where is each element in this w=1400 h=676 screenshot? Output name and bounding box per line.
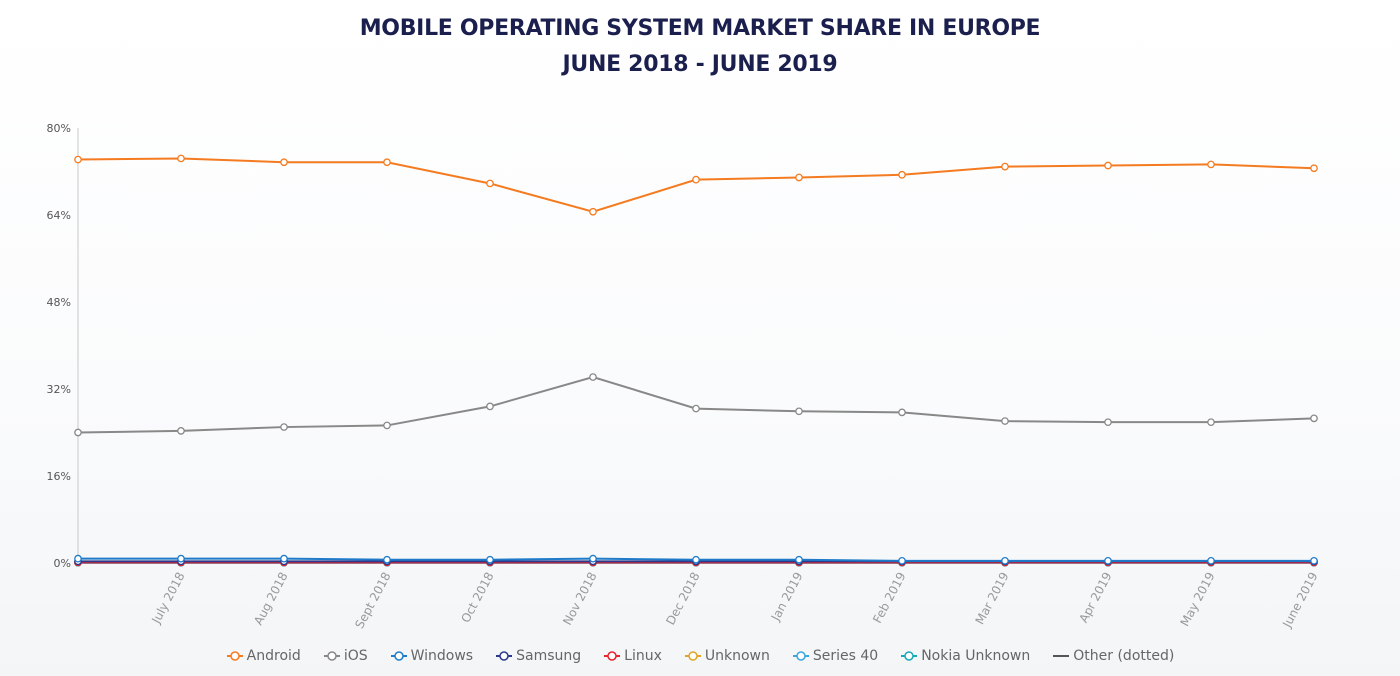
data-point-android[interactable] bbox=[589, 207, 597, 216]
data-point-ios[interactable] bbox=[589, 373, 597, 381]
y-tick-label: 0% bbox=[54, 557, 71, 570]
legend-item-samsung[interactable]: Samsung bbox=[495, 648, 581, 664]
data-point-android[interactable] bbox=[1207, 160, 1215, 169]
data-point-ios[interactable] bbox=[795, 407, 803, 416]
data-point-windows[interactable] bbox=[692, 555, 700, 564]
data-point-ios[interactable] bbox=[1001, 417, 1009, 425]
legend-label: Nokia Unknown bbox=[921, 648, 1031, 664]
legend-circle-icon bbox=[901, 651, 918, 661]
data-point-android[interactable] bbox=[898, 170, 906, 179]
data-point-android[interactable] bbox=[1001, 162, 1009, 171]
data-point-windows[interactable] bbox=[1310, 556, 1318, 565]
legend-circle-icon bbox=[496, 651, 513, 661]
legend-label: Unknown bbox=[704, 648, 770, 664]
legend-circle-icon bbox=[604, 651, 621, 661]
legend-item-other-dotted[interactable]: Other (dotted) bbox=[1052, 648, 1174, 664]
x-tick-label: Sept 2018 bbox=[352, 570, 393, 631]
legend-label: iOS bbox=[343, 648, 368, 664]
chart-subtitle: JUNE 2018 - JUNE 2019 bbox=[562, 52, 838, 77]
legend-label: Android bbox=[246, 648, 301, 664]
data-point-windows[interactable] bbox=[486, 555, 494, 564]
x-tick-label: Nov 2018 bbox=[560, 570, 599, 628]
x-axis: July 2018 Aug 2018 Sept 2018 Oct 2018 Nov 20… bbox=[149, 570, 1321, 631]
legend-label: Samsung bbox=[516, 648, 582, 664]
data-point-ios[interactable] bbox=[1207, 418, 1215, 427]
data-point-android[interactable] bbox=[1104, 161, 1112, 170]
data-point-windows[interactable] bbox=[177, 554, 185, 563]
x-tick-label: Feb 2019 bbox=[870, 570, 908, 626]
legend-item-unknown[interactable]: Unknown bbox=[684, 648, 770, 664]
series-layer bbox=[74, 154, 1318, 567]
data-point-android[interactable] bbox=[692, 175, 700, 184]
y-tick-label: 64% bbox=[47, 209, 71, 222]
y-tick-label: 48% bbox=[47, 296, 71, 309]
data-point-android[interactable] bbox=[280, 158, 288, 167]
data-point-ios[interactable] bbox=[177, 427, 185, 435]
y-tick-label: 16% bbox=[47, 470, 71, 483]
x-tick-label: Jan 2019 bbox=[768, 570, 806, 624]
data-point-ios[interactable] bbox=[280, 423, 288, 431]
data-point-ios[interactable] bbox=[486, 402, 494, 411]
series-line-android bbox=[77, 157, 1315, 213]
data-point-ios[interactable] bbox=[1104, 418, 1112, 427]
legend-label: Linux bbox=[624, 648, 662, 664]
legend-item-nokia-unknown[interactable]: Nokia Unknown bbox=[900, 648, 1030, 664]
data-point-windows[interactable] bbox=[1104, 556, 1112, 565]
x-tick-label: July 2018 bbox=[149, 570, 188, 627]
legend-item-ios[interactable]: iOS bbox=[323, 648, 368, 664]
legend-item-series-40[interactable]: Series 40 bbox=[792, 648, 878, 664]
legend-circle-icon bbox=[226, 651, 243, 661]
data-point-android[interactable] bbox=[1310, 164, 1318, 173]
data-point-ios[interactable] bbox=[383, 421, 391, 430]
data-point-android[interactable] bbox=[74, 155, 82, 164]
data-point-windows[interactable] bbox=[383, 555, 391, 564]
data-point-windows[interactable] bbox=[74, 554, 82, 563]
series-windows bbox=[74, 554, 1318, 565]
data-point-windows[interactable] bbox=[898, 556, 906, 565]
data-point-android[interactable] bbox=[177, 154, 185, 163]
data-point-ios[interactable] bbox=[692, 404, 700, 413]
y-tick-label: 32% bbox=[47, 383, 71, 396]
x-tick-label: Apr 2019 bbox=[1076, 570, 1114, 625]
legend-circle-icon bbox=[323, 651, 340, 661]
y-axis: 80% 64% 48% 32% 16% 0% bbox=[47, 122, 79, 570]
chart-title: MOBILE OPERATING SYSTEM MARKET SHARE IN … bbox=[359, 16, 1041, 41]
data-point-android[interactable] bbox=[486, 179, 494, 188]
legend-item-android[interactable]: Android bbox=[226, 648, 301, 664]
data-point-ios[interactable] bbox=[898, 408, 906, 417]
data-point-windows[interactable] bbox=[795, 555, 803, 564]
legend-label: Other (dotted) bbox=[1073, 648, 1175, 664]
data-point-android[interactable] bbox=[383, 158, 391, 167]
legend-item-windows[interactable]: Windows bbox=[390, 648, 474, 664]
legend-item-linux[interactable]: Linux bbox=[603, 648, 662, 664]
series-android bbox=[74, 154, 1318, 216]
x-tick-label: May 2019 bbox=[1178, 570, 1218, 629]
data-point-ios[interactable] bbox=[74, 428, 82, 437]
legend-circle-icon bbox=[792, 651, 809, 661]
data-point-ios[interactable] bbox=[1310, 414, 1318, 423]
legend-label: Series 40 bbox=[812, 648, 879, 664]
x-tick-label: Mar 2019 bbox=[973, 570, 1012, 627]
x-tick-label: June 2019 bbox=[1279, 570, 1320, 631]
legend: Android iOS Windows Samsung Linux Unknown Seri… bbox=[0, 648, 1400, 664]
legend-circle-icon bbox=[684, 651, 701, 661]
series-ios bbox=[74, 373, 1318, 437]
x-tick-label: Dec 2018 bbox=[663, 570, 702, 627]
legend-circle-icon bbox=[390, 651, 407, 661]
legend-label: Windows bbox=[410, 648, 474, 664]
legend-line-icon bbox=[1053, 655, 1070, 657]
y-tick-label: 80% bbox=[47, 122, 71, 135]
data-point-windows[interactable] bbox=[280, 554, 288, 563]
data-point-windows[interactable] bbox=[589, 554, 597, 563]
data-point-android[interactable] bbox=[795, 173, 803, 182]
data-point-windows[interactable] bbox=[1207, 556, 1215, 565]
x-tick-label: Aug 2018 bbox=[251, 570, 290, 628]
x-tick-label: Oct 2018 bbox=[458, 570, 496, 625]
data-point-windows[interactable] bbox=[1001, 556, 1009, 565]
